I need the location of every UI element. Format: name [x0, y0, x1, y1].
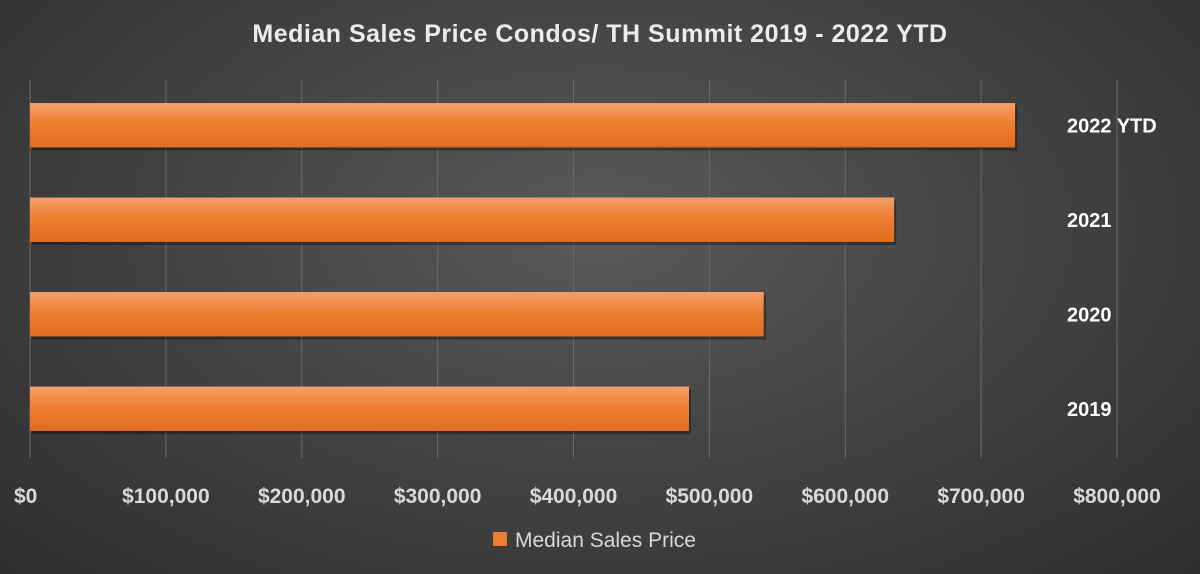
bar-2020 [30, 292, 764, 337]
x-tick-label: $300,000 [394, 485, 482, 508]
x-tick-label: $500,000 [666, 485, 754, 508]
x-tick-label: $100,000 [122, 485, 210, 508]
bar-2022-ytd [30, 103, 1016, 148]
x-tick-label: $700,000 [937, 485, 1025, 508]
category-label: 2022 YTD [1067, 115, 1157, 137]
legend-swatch [493, 532, 507, 546]
chart-title: Median Sales Price Condos/ TH Summit 201… [252, 20, 947, 48]
legend: Median Sales Price [493, 529, 696, 552]
x-tick-label: $600,000 [801, 485, 889, 508]
category-labels: 2022 YTD 2021 2020 2019 [1067, 115, 1157, 421]
x-axis-tick-labels: $0 $100,000 $200,000 $300,000 $400,000 $500,0… [14, 485, 1161, 508]
bars [30, 103, 1018, 434]
x-tick-label: $0 [14, 485, 37, 508]
x-tick-label: $400,000 [530, 485, 618, 508]
bar-2021 [30, 197, 895, 242]
category-label: 2019 [1067, 399, 1112, 421]
x-tick-label: $800,000 [1073, 485, 1161, 508]
bar-2019 [30, 386, 689, 431]
x-tick-label: $200,000 [258, 485, 346, 508]
legend-label: Median Sales Price [515, 529, 696, 552]
category-label: 2020 [1067, 304, 1112, 326]
category-label: 2021 [1067, 210, 1112, 232]
